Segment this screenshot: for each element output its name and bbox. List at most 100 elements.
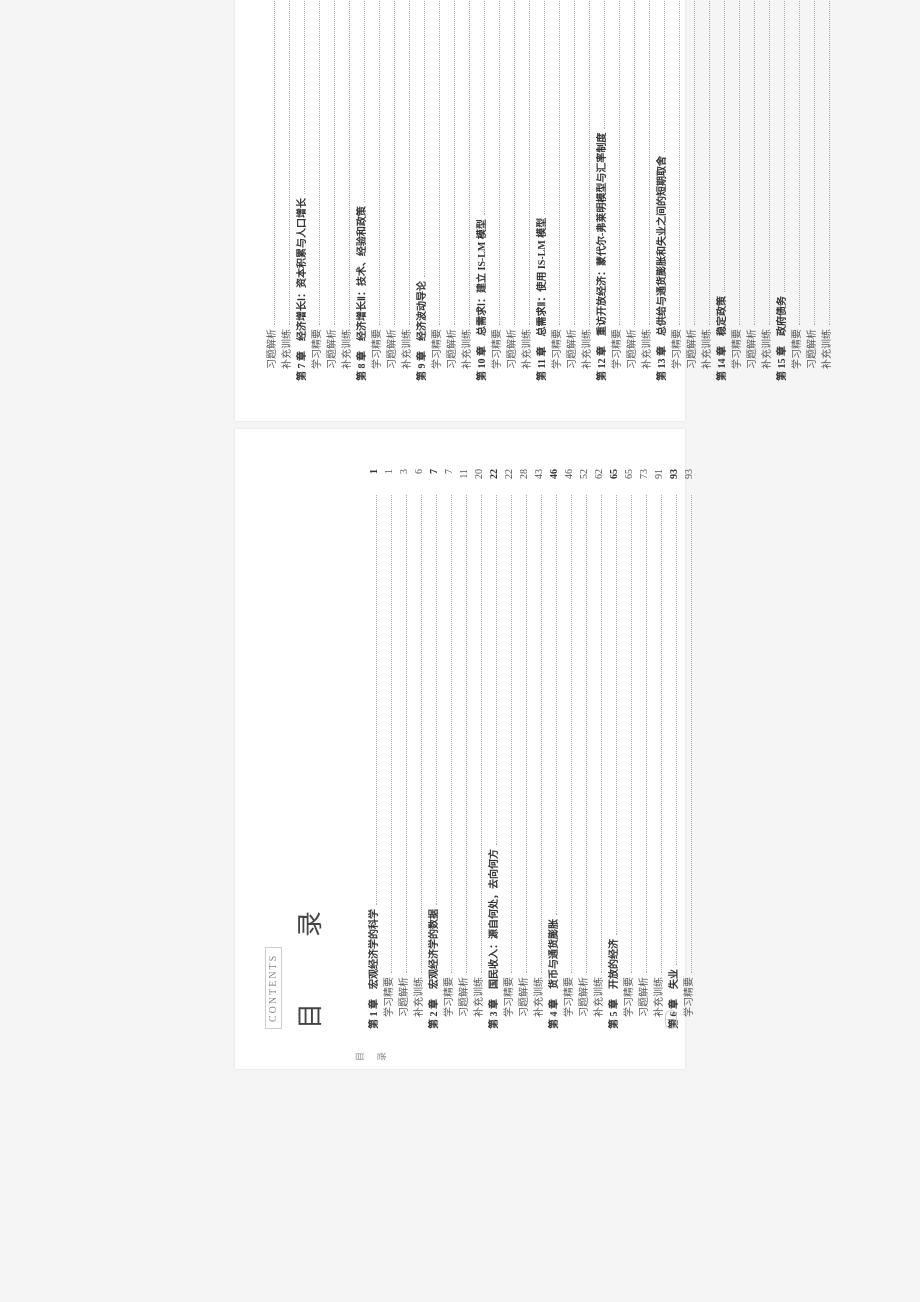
toc-label: 第 15 章 政府债务: [775, 296, 790, 381]
toc-label: 习题解析: [445, 329, 460, 369]
toc-entry: 习题解析152: [445, 0, 460, 381]
toc-leader-dots: [724, 0, 725, 292]
toc-leader-dots: [799, 0, 800, 325]
toc-label: 学习精要: [682, 977, 697, 1017]
toc-label: 第 3 章 国民收入：源自何处，去向何方: [487, 849, 502, 1029]
toc-leader-dots: [436, 495, 437, 905]
toc-leader-dots: [754, 0, 755, 325]
toc-label: 学习精要: [730, 329, 745, 369]
toc-leader-dots: [679, 0, 680, 325]
toc-leader-dots: [649, 0, 650, 325]
toc-leader-dots: [406, 495, 407, 973]
toc-page-number: 1: [367, 469, 382, 491]
toc-entry: 补充训练145: [400, 0, 415, 381]
toc-entry: 习题解析242: [685, 0, 700, 381]
toc-entry: 第 2 章 宏观经济学的数据7: [427, 469, 442, 1029]
toc-label: 补充训练: [280, 329, 295, 369]
toc-page-number: 93: [667, 469, 682, 491]
toc-entry: 学习精要180: [550, 0, 565, 381]
toc-entry: 习题解析 3: [397, 469, 412, 1029]
toc-entry: 习题解析 28: [517, 469, 532, 1029]
toc-right: 习题解析96补充训练105第 7 章 经济增长Ⅰ：资本积累与人口增长108学习精…: [265, 0, 835, 381]
toc-label: 学习精要: [622, 977, 637, 1017]
toc-label: 习题解析: [565, 329, 580, 369]
toc-entry: 学习精要259: [730, 0, 745, 381]
toc-leader-dots: [394, 0, 395, 325]
toc-leader-dots: [541, 495, 542, 973]
toc-page-number: 46: [562, 469, 577, 491]
toc-leader-dots: [784, 0, 785, 292]
toc-leader-dots: [451, 495, 452, 973]
toc-leader-dots: [709, 0, 710, 325]
toc-label: 习题解析: [517, 977, 532, 1017]
toc-page-number: 20: [472, 469, 487, 491]
toc-leader-dots: [421, 495, 422, 973]
toc-label: 习题解析: [685, 329, 700, 369]
toc-page-number: 65: [622, 469, 637, 491]
toc-label: 第 14 章 稳定政策: [715, 296, 730, 381]
toc-entry: 第 11 章 总需求Ⅱ：使用 IS-LM 模型180: [535, 0, 550, 381]
toc-label: 第 4 章 货币与通货膨胀: [547, 919, 562, 1029]
toc-page-number: 28: [517, 469, 532, 491]
toc-entry: 习题解析210: [625, 0, 640, 381]
toc-label: 补充训练: [820, 329, 835, 369]
toc-entry: 补充训练105: [280, 0, 295, 381]
toc-leader-dots: [574, 0, 575, 325]
toc-entry: 习题解析11: [457, 469, 472, 1029]
toc-leader-dots: [511, 495, 512, 973]
toc-label: 补充训练: [700, 329, 715, 369]
toc-entry: 补充训练43: [532, 469, 547, 1029]
toc-entry: 学习精要149: [430, 0, 445, 381]
toc-leader-dots: [526, 495, 527, 973]
toc-leader-dots: [694, 0, 695, 325]
toc-page-number: 11: [457, 469, 472, 491]
toc-leader-dots: [439, 0, 440, 325]
title-block: CONTENTS 目 录: [265, 469, 327, 1029]
toc-label: 补充训练: [340, 329, 355, 369]
toc-entry: 补充训练233: [640, 0, 655, 381]
toc-label: 第 12 章 重访开放经济：蒙代尔-弗莱明模型与汇率制度: [595, 133, 610, 381]
toc-label: 习题解析: [397, 977, 412, 1017]
toc-page-number: 93: [682, 469, 697, 491]
toc-page-number: 1: [382, 469, 397, 491]
toc-page-number: 91: [652, 469, 667, 491]
spine-label-left: 目 录: [355, 1050, 388, 1063]
toc-leader-dots: [556, 495, 557, 915]
toc-leader-dots: [391, 495, 392, 973]
toc-entry: 补充训练62: [592, 469, 607, 1029]
toc-label: 第 9 章 经济波动导论: [415, 281, 430, 381]
toc-label: 习题解析: [745, 329, 760, 369]
toc-label: 第 7 章 经济增长Ⅰ：资本积累与人口增长: [295, 198, 310, 381]
toc-entry: 学习精要46: [562, 469, 577, 1029]
toc-label: 学习精要: [502, 977, 517, 1017]
toc-entry: 第 10 章 总需求Ⅰ：建立 IS-LM 模型161: [475, 0, 490, 381]
toc-leader-dots: [319, 0, 320, 325]
toc-label: 第 10 章 总需求Ⅰ：建立 IS-LM 模型: [475, 219, 490, 381]
toc-label: 第 8 章 经济增长Ⅱ：技术、经验和政策: [355, 206, 370, 381]
toc-leader-dots: [601, 495, 602, 973]
title-main: 目 录: [290, 469, 327, 1029]
toc-leader-dots: [616, 495, 617, 935]
toc-leader-dots: [586, 495, 587, 973]
toc-leader-dots: [664, 0, 665, 152]
toc-entry: 学习精要270: [790, 0, 805, 381]
toc-label: 学习精要: [430, 329, 445, 369]
toc-leader-dots: [739, 0, 740, 325]
toc-leader-dots: [631, 495, 632, 973]
toc-page-number: 3: [397, 469, 412, 491]
toc-page-number: 7: [427, 469, 442, 491]
toc-entry: 补充训练124: [340, 0, 355, 381]
toc-page-number: 7: [442, 469, 457, 491]
toc-label: 学习精要: [490, 329, 505, 369]
toc-leader-dots: [484, 0, 485, 215]
page-left: CONTENTS 目 录 第 1 章 宏观经济学的科学1学习精要1习题解析3补充…: [235, 429, 685, 1069]
toc-label: 补充训练: [460, 329, 475, 369]
toc-label: 学习精要: [442, 977, 457, 1017]
toc-label: 习题解析: [805, 329, 820, 369]
toc-leader-dots: [424, 0, 425, 277]
toc-leader-dots: [676, 495, 677, 965]
toc-entry: 补充训练20: [472, 469, 487, 1029]
toc-label: 学习精要: [310, 329, 325, 369]
toc-entry: 第 8 章 经济增长Ⅱ：技术、经验和政策128: [355, 0, 370, 381]
toc-leader-dots: [604, 0, 605, 129]
